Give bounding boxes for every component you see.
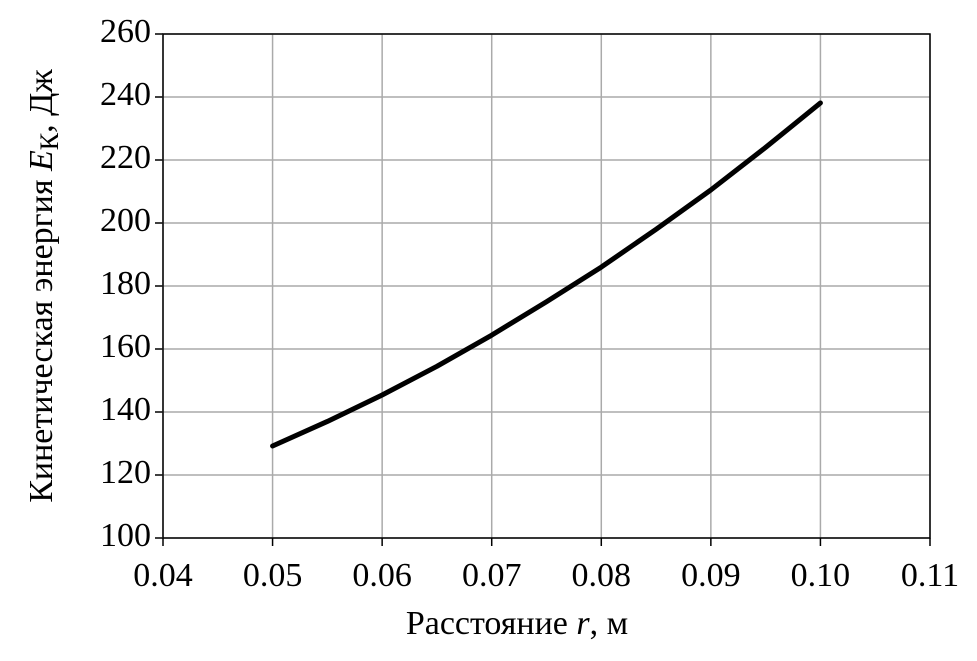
data-line: [270, 100, 823, 449]
x-axis-label: Расстояние r, м: [406, 605, 628, 642]
y-tick-label: 140: [100, 391, 151, 428]
x-label-part: Расстояние: [406, 605, 577, 642]
y-label-part: , Дж: [23, 69, 60, 133]
y-tick-label: 120: [100, 454, 151, 491]
y-tick-label: 240: [100, 76, 151, 113]
y-tick-label: 100: [100, 517, 151, 554]
y-label-part: К: [35, 132, 64, 150]
y-label-part: Кинетическая энергия: [23, 171, 60, 503]
x-label-part: , м: [590, 605, 629, 642]
x-tick-label: 0.06: [352, 557, 412, 594]
y-tick-label: 160: [100, 328, 151, 365]
y-label-part: E: [23, 150, 60, 172]
y-axis-label: Кинетическая энергия EК, Дж: [23, 69, 64, 503]
x-tick-label: 0.08: [572, 557, 632, 594]
x-tick-label: 0.09: [681, 557, 741, 594]
plot-frame: [162, 33, 931, 539]
x-tick-label: 0.10: [791, 557, 851, 594]
y-tick-label: 260: [100, 13, 151, 50]
y-tick-label: 200: [100, 202, 151, 239]
y-tick-label: 220: [100, 139, 151, 176]
x-label-part: r: [576, 605, 590, 642]
x-tick-label: 0.04: [133, 557, 193, 594]
x-tick-label: 0.07: [462, 557, 522, 594]
y-tick-label: 180: [100, 265, 151, 302]
x-tick-label: 0.05: [243, 557, 303, 594]
x-tick-label: 0.11: [901, 557, 959, 594]
